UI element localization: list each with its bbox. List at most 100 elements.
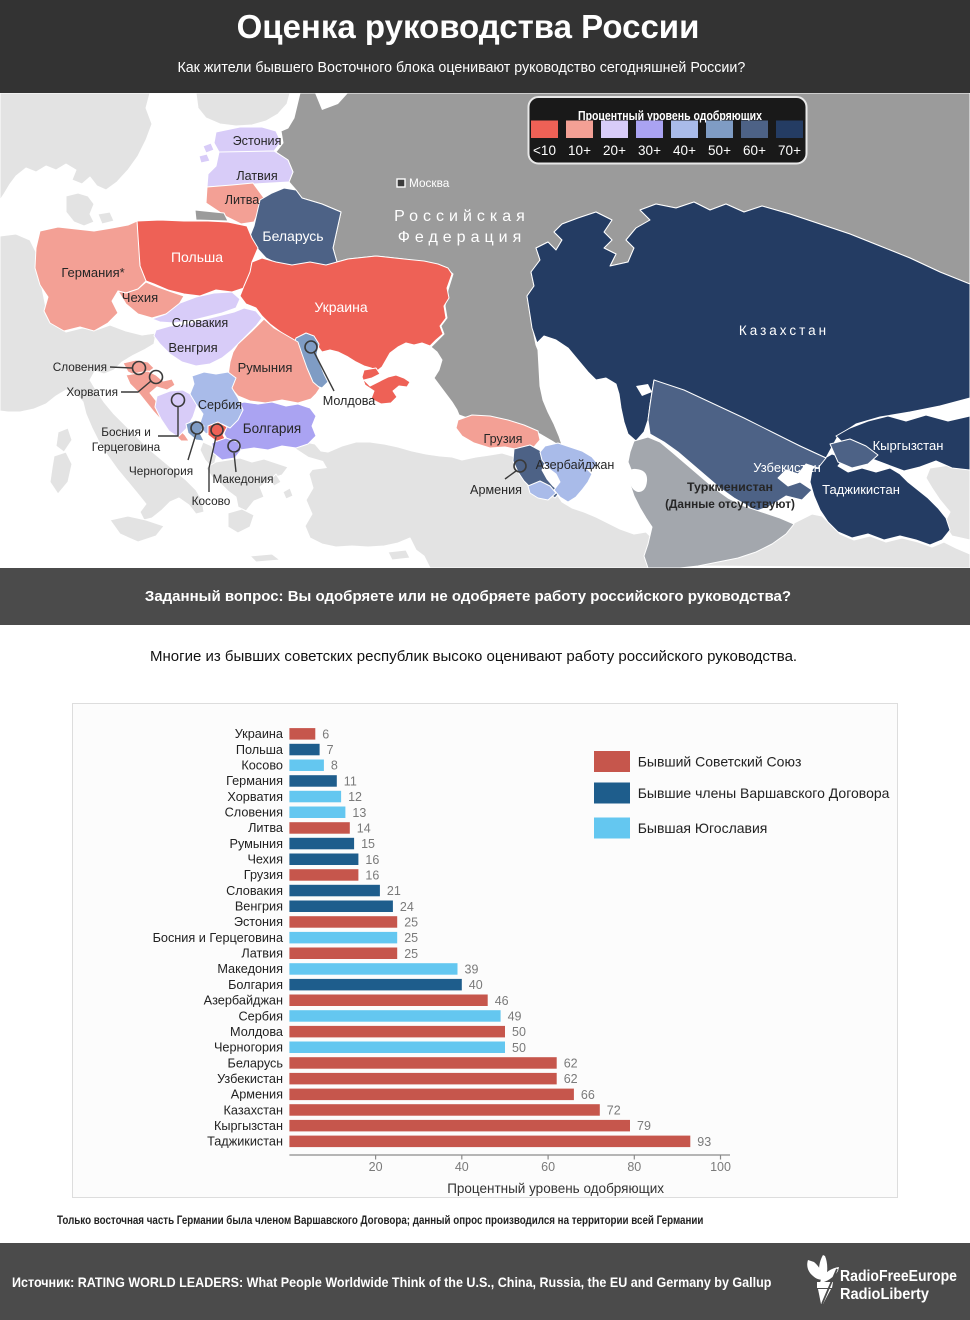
svg-text:Азербайджан: Азербайджан <box>536 458 615 472</box>
svg-text:Македония: Македония <box>212 472 273 486</box>
svg-text:Кыргызстан: Кыргызстан <box>873 438 944 453</box>
svg-text:16: 16 <box>365 868 379 882</box>
svg-text:Эстония: Эстония <box>234 915 283 929</box>
svg-text:Германия: Германия <box>226 774 283 788</box>
svg-text:100: 100 <box>710 1160 731 1174</box>
svg-text:Болгария: Болгария <box>243 421 301 436</box>
svg-text:Российская: Российская <box>394 208 530 225</box>
svg-text:8: 8 <box>331 759 338 773</box>
svg-text:40: 40 <box>455 1160 469 1174</box>
svg-text:Молдова: Молдова <box>230 1025 284 1039</box>
svg-text:RadioFreeEurope: RadioFreeEurope <box>840 1268 957 1285</box>
svg-text:Узбекистан: Узбекистан <box>217 1072 283 1086</box>
svg-text:Литва: Литва <box>248 821 284 835</box>
svg-text:Москва: Москва <box>409 176 450 190</box>
svg-text:40+: 40+ <box>673 143 696 158</box>
svg-text:Федерация: Федерация <box>398 229 527 246</box>
svg-text:25: 25 <box>404 947 418 961</box>
svg-text:Чехия: Чехия <box>122 290 158 305</box>
svg-text:Германия*: Германия* <box>61 265 124 280</box>
svg-text:10+: 10+ <box>568 143 591 158</box>
svg-text:21: 21 <box>387 884 401 898</box>
svg-text:60: 60 <box>541 1160 555 1174</box>
svg-text:Польша: Польша <box>171 249 223 265</box>
svg-text:93: 93 <box>697 1135 711 1149</box>
svg-text:72: 72 <box>607 1104 621 1118</box>
svg-text:66: 66 <box>581 1088 595 1102</box>
svg-text:7: 7 <box>327 743 334 757</box>
svg-text:Армения: Армения <box>231 1088 283 1102</box>
svg-text:14: 14 <box>357 821 371 835</box>
svg-text:Туркменистан: Туркменистан <box>687 480 773 494</box>
svg-text:Армения: Армения <box>470 483 522 497</box>
svg-text:Грузия: Грузия <box>244 868 283 882</box>
svg-text:Казахстан: Казахстан <box>224 1103 283 1117</box>
svg-text:50+: 50+ <box>708 143 731 158</box>
svg-text:Хорватия: Хорватия <box>66 385 118 399</box>
svg-text:Польша: Польша <box>236 743 284 757</box>
svg-text:Бывший Советский Союз: Бывший Советский Союз <box>638 754 802 770</box>
svg-text:Словения: Словения <box>53 360 107 374</box>
svg-text:39: 39 <box>465 962 479 976</box>
svg-text:Узбекистан: Узбекистан <box>753 460 821 475</box>
svg-text:16: 16 <box>365 853 379 867</box>
svg-text:Латвия: Латвия <box>236 169 277 183</box>
svg-text:50: 50 <box>512 1041 526 1055</box>
svg-text:Словения: Словения <box>225 806 283 820</box>
svg-text:60+: 60+ <box>743 143 766 158</box>
svg-text:Таджикистан: Таджикистан <box>822 482 900 497</box>
svg-text:Словакия: Словакия <box>226 884 283 898</box>
svg-text:(Данные отсутствуют): (Данные отсутствуют) <box>665 497 795 511</box>
svg-text:50: 50 <box>512 1025 526 1039</box>
svg-text:Хорватия: Хорватия <box>227 790 283 804</box>
svg-text:70+: 70+ <box>778 143 801 158</box>
svg-text:Бывшие члены Варшавского Догов: Бывшие члены Варшавского Договора <box>638 785 890 801</box>
svg-text:Казахстан: Казахстан <box>739 323 829 338</box>
svg-text:Эстония: Эстония <box>233 134 282 148</box>
svg-text:25: 25 <box>404 915 418 929</box>
svg-text:20+: 20+ <box>603 143 626 158</box>
svg-text:Процентный уровень одобряющих: Процентный уровень одобряющих <box>447 1181 664 1196</box>
svg-text:Азербайджан: Азербайджан <box>204 994 283 1008</box>
svg-text:Сербия: Сербия <box>239 1009 284 1023</box>
svg-text:Косово: Косово <box>192 494 231 508</box>
svg-text:Босния и Герцеговина: Босния и Герцеговина <box>153 931 284 945</box>
svg-text:Таджикистан: Таджикистан <box>207 1135 283 1149</box>
svg-text:Украина: Украина <box>314 299 368 315</box>
svg-text:Бывшая Югославия: Бывшая Югославия <box>638 820 768 836</box>
svg-text:Босния и: Босния и <box>101 425 151 439</box>
svg-text:62: 62 <box>564 1072 578 1086</box>
svg-text:Черногория: Черногория <box>129 464 193 478</box>
svg-text:Чехия: Чехия <box>247 853 283 867</box>
svg-text:Беларусь: Беларусь <box>262 228 323 244</box>
svg-text:11: 11 <box>344 774 357 788</box>
svg-text:Черногория: Черногория <box>214 1041 283 1055</box>
svg-text:80: 80 <box>627 1160 641 1174</box>
svg-text:Латвия: Латвия <box>241 947 283 961</box>
svg-text:Румыния: Румыния <box>238 360 293 375</box>
svg-text:Сербия: Сербия <box>198 398 242 412</box>
svg-text:Грузия: Грузия <box>484 432 523 446</box>
svg-text:12: 12 <box>348 790 362 804</box>
svg-text:Словакия: Словакия <box>172 316 229 330</box>
svg-text:6: 6 <box>322 727 329 741</box>
svg-text:25: 25 <box>404 931 418 945</box>
svg-text:30+: 30+ <box>638 143 661 158</box>
svg-text:Литва: Литва <box>225 193 260 207</box>
svg-text:Венгрия: Венгрия <box>235 900 283 914</box>
svg-text:Процентный уровень одобряющих: Процентный уровень одобряющих <box>578 108 763 123</box>
svg-text:Румыния: Румыния <box>230 837 283 851</box>
svg-text:Кыргызстан: Кыргызстан <box>214 1119 283 1133</box>
svg-text:20: 20 <box>369 1160 383 1174</box>
svg-text:<10: <10 <box>533 143 556 158</box>
svg-text:24: 24 <box>400 900 414 914</box>
svg-text:Молдова: Молдова <box>323 394 376 408</box>
svg-text:Украина: Украина <box>235 727 284 741</box>
svg-text:13: 13 <box>352 806 366 820</box>
svg-text:Беларусь: Беларусь <box>228 1056 284 1070</box>
svg-text:RadioLiberty: RadioLiberty <box>840 1286 929 1303</box>
svg-text:Болгария: Болгария <box>228 978 283 992</box>
svg-text:79: 79 <box>637 1119 651 1133</box>
svg-text:40: 40 <box>469 978 483 992</box>
svg-text:Косово: Косово <box>241 759 283 773</box>
